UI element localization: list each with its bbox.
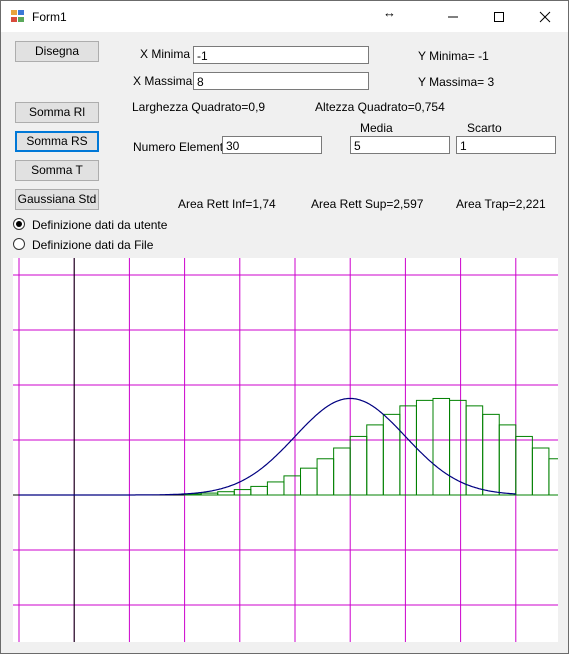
somma-rs-button[interactable]: Somma RS bbox=[15, 131, 99, 152]
y-minima-label: Y Minima= -1 bbox=[418, 49, 489, 63]
numero-elementi-label: Numero Elementi bbox=[133, 140, 226, 154]
area-trap-label: Area Trap=2,221 bbox=[456, 197, 546, 211]
numero-elementi-input[interactable]: 30 bbox=[222, 136, 322, 154]
plot-area bbox=[13, 258, 568, 642]
app-icon bbox=[11, 10, 25, 23]
y-massima-label: Y Massima= 3 bbox=[418, 75, 495, 89]
sum-rectangle bbox=[333, 447, 351, 496]
sum-rectangle bbox=[432, 397, 451, 496]
sum-rectangle bbox=[349, 435, 368, 496]
sum-rectangle bbox=[300, 467, 318, 496]
somma-t-button[interactable]: Somma T bbox=[15, 160, 99, 181]
gaussiana-std-button[interactable]: Gaussiana Std bbox=[15, 189, 99, 210]
larghezza-quadrato-label: Larghezza Quadrato=0,9 bbox=[132, 100, 266, 114]
area-rett-sup-label: Area Rett Sup=2,597 bbox=[311, 197, 424, 211]
sum-rectangle bbox=[399, 405, 417, 496]
x-massima-label: X Massima bbox=[133, 74, 193, 88]
x-massima-input[interactable]: 8 bbox=[193, 72, 369, 90]
minimize-icon bbox=[448, 16, 458, 17]
disegna-button[interactable]: Disegna bbox=[15, 41, 99, 62]
sum-rectangle bbox=[283, 475, 302, 496]
radio-dati-utente-label[interactable]: Definizione dati da utente bbox=[32, 218, 168, 232]
gaussian-plot bbox=[13, 258, 568, 642]
sum-rectangle bbox=[233, 489, 252, 496]
sum-rectangle bbox=[498, 424, 517, 496]
sum-rectangle bbox=[200, 492, 219, 496]
sum-rectangle bbox=[465, 405, 484, 496]
resize-cursor-icon: ↔ bbox=[383, 5, 396, 20]
sum-rectangle bbox=[482, 413, 500, 496]
gaussian-curve bbox=[19, 397, 516, 496]
sum-rectangle bbox=[531, 447, 550, 496]
maximize-button[interactable] bbox=[476, 1, 522, 32]
sum-rectangle bbox=[366, 424, 384, 496]
scarto-label: Scarto bbox=[467, 121, 502, 135]
sum-rectangle bbox=[250, 485, 268, 496]
radio-dati-file[interactable] bbox=[13, 238, 25, 250]
scarto-input[interactable]: 1 bbox=[456, 136, 556, 154]
area-rett-inf-label: Area Rett Inf=1,74 bbox=[178, 197, 276, 211]
somma-rl-button[interactable]: Somma Rl bbox=[15, 102, 99, 123]
x-minima-input[interactable]: -1 bbox=[193, 46, 369, 64]
sum-rectangle bbox=[266, 481, 285, 496]
minimize-button[interactable] bbox=[430, 1, 476, 32]
title-bar[interactable]: Form1 ↔ bbox=[1, 1, 568, 32]
sum-rectangle bbox=[515, 435, 533, 496]
close-icon bbox=[539, 11, 551, 22]
window-title: Form1 bbox=[32, 10, 67, 24]
x-minima-label: X Minima bbox=[140, 47, 191, 61]
sum-rectangle bbox=[217, 491, 235, 496]
media-input[interactable]: 5 bbox=[350, 136, 450, 154]
maximize-icon bbox=[494, 11, 504, 22]
sum-rectangle bbox=[316, 458, 335, 496]
close-button[interactable] bbox=[522, 1, 568, 32]
media-label: Media bbox=[360, 121, 393, 135]
radio-dati-utente[interactable] bbox=[13, 218, 25, 230]
sum-rectangle bbox=[415, 399, 434, 496]
sum-rectangle bbox=[548, 458, 566, 496]
radio-dati-file-label[interactable]: Definizione dati da File bbox=[32, 238, 154, 252]
sum-rectangle bbox=[382, 413, 401, 496]
altezza-quadrato-label: Altezza Quadrato=0,754 bbox=[315, 100, 445, 114]
